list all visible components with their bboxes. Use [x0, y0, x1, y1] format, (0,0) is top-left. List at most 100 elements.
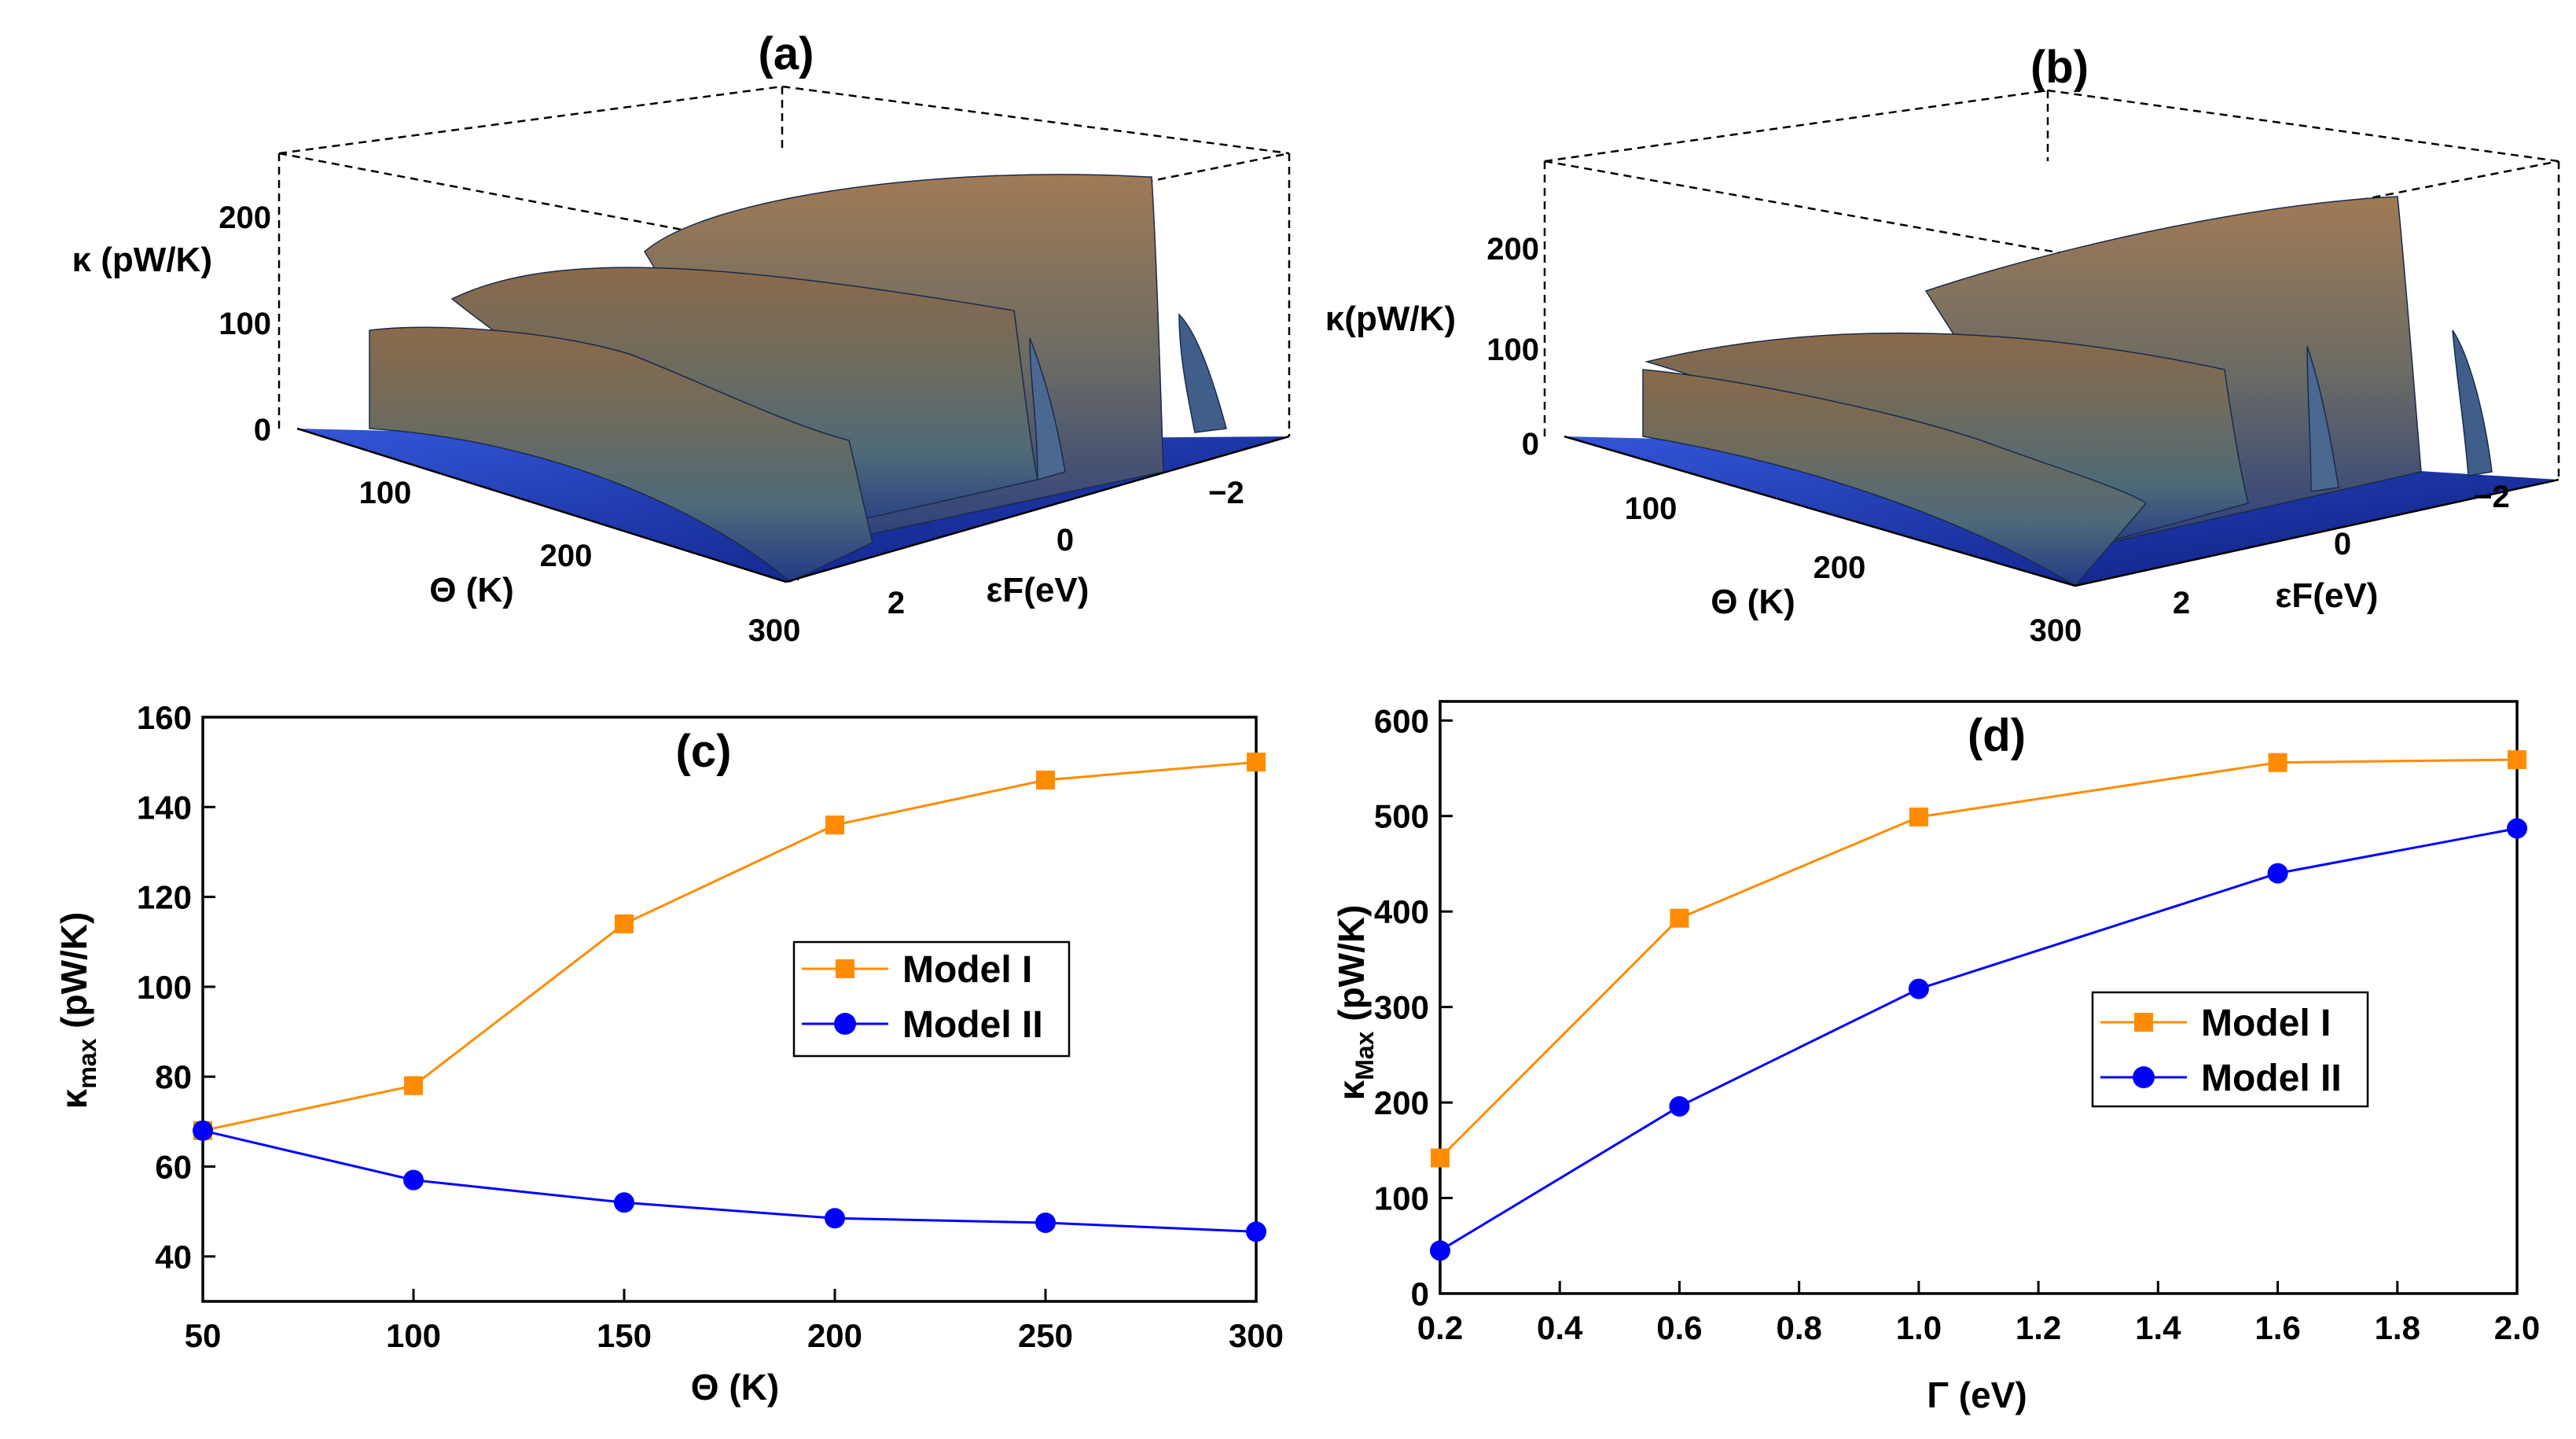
- panel-b-z-ticks: 0 100 200: [1486, 232, 1539, 462]
- panel-a-z-title: κ (pW/K): [72, 241, 212, 279]
- data-point-model-ii: [614, 1192, 634, 1213]
- x-tick-label: 2.0: [2494, 1309, 2540, 1346]
- panel-a-z-tick: 100: [219, 307, 271, 341]
- panel-b-x-tick: 100: [1625, 491, 1678, 526]
- data-point-model-ii: [825, 1208, 845, 1229]
- y-tick-label: 400: [1374, 893, 1429, 930]
- panel-a-x-title: Θ (K): [429, 571, 514, 609]
- y-tick-label: 40: [155, 1238, 192, 1275]
- y-tick-label: 160: [137, 699, 192, 736]
- panel-a-z-tick: 0: [254, 413, 271, 447]
- panel-c-plot-frame: [201, 716, 1258, 1303]
- y-tick-label: 300: [1374, 989, 1429, 1026]
- panel-c-y-ticks: 40 60 80 100 120 140 160: [137, 699, 215, 1275]
- panel-d-x-ticks: 0.2 0.4 0.6 0.8 1.0 1.2 1.4 1.6 1.8 2.0: [1417, 1281, 2540, 1346]
- panel-a-y-tick: −2: [1208, 476, 1244, 510]
- y-tick-label: 100: [137, 969, 192, 1006]
- panel-c-series: [193, 753, 1266, 1242]
- panel-a-surface: [369, 174, 1227, 583]
- x-tick-label: 50: [185, 1317, 222, 1354]
- panel-b-x-ticks: 100 200 300: [1625, 491, 2082, 648]
- y-tick-label: 140: [137, 789, 192, 826]
- y-tick-label: 100: [1374, 1180, 1429, 1217]
- y-tick-label: 60: [155, 1149, 192, 1186]
- panel-a-z-ticks: 0 100 200: [219, 201, 271, 447]
- series-line-model-ii: [202, 1129, 1257, 1233]
- panel-b-y-title: εF(eV): [2276, 576, 2379, 615]
- y-tick-label: 80: [155, 1058, 192, 1095]
- data-point-model-i: [2268, 753, 2288, 772]
- panel-c-legend-label-model-ii: Model II: [902, 1004, 1043, 1046]
- panel-a-y-title: εF(eV): [987, 571, 1090, 609]
- panel-b-axes: [1564, 435, 2559, 587]
- x-tick-label: 1.2: [2016, 1309, 2061, 1346]
- y-tick-label: 120: [137, 879, 192, 916]
- panel-a-x-ticks: 100 200 300: [359, 476, 801, 648]
- data-point-model-ii: [1908, 978, 1929, 999]
- panel-b-x-tick: 300: [2030, 613, 2082, 648]
- panel-d: (d) 0 100 200 300 400 500 600 0.2 0.4 0.6 0.8 1.0 1…: [1331, 700, 2540, 1415]
- panel-b-x-title: Θ (K): [1711, 583, 1795, 621]
- panel-b: (b) 0 100 200 κ(pW/K) 100: [1325, 42, 2560, 648]
- panel-a-y-tick: 0: [1056, 523, 1074, 558]
- x-tick-label: 100: [386, 1317, 441, 1354]
- data-point-model-ii: [2267, 863, 2288, 884]
- data-point-model-ii: [403, 1169, 424, 1191]
- panel-c-legend: Model I Model II: [792, 940, 1071, 1058]
- panel-c-legend-marker-model-i: [836, 959, 854, 978]
- x-tick-label: 200: [807, 1317, 862, 1354]
- panel-d-series: [1430, 750, 2527, 1261]
- x-tick-label: 0.4: [1537, 1309, 1583, 1346]
- x-tick-label: 1.0: [1896, 1309, 1942, 1346]
- data-point-model-i: [615, 914, 634, 933]
- y-tick-label: 600: [1374, 702, 1429, 739]
- data-point-model-ii: [1430, 1240, 1450, 1261]
- panel-b-label: (b): [2030, 42, 2089, 93]
- x-tick-label: 250: [1018, 1317, 1073, 1354]
- panel-b-x-tick: 200: [1813, 550, 1866, 585]
- data-point-model-i: [1247, 753, 1266, 772]
- x-tick-label: 0.8: [1776, 1309, 1821, 1346]
- x-tick-label: 1.6: [2254, 1309, 2300, 1346]
- data-point-model-i: [1909, 807, 1928, 826]
- x-tick-label: 1.8: [2375, 1309, 2420, 1346]
- panel-d-legend-box: [2091, 991, 2369, 1108]
- panel-d-label: (d): [1968, 710, 2026, 761]
- panel-b-z-tick: 200: [1486, 232, 1539, 267]
- panel-c-legend-marker-model-ii: [834, 1013, 856, 1035]
- panel-b-y-tick: 2: [2173, 586, 2190, 620]
- panel-b-y-tick: −2: [2474, 480, 2510, 514]
- panel-b-z-title: κ(pW/K): [1325, 300, 1456, 338]
- panel-a-x-tick: 100: [359, 476, 412, 510]
- panel-d-y-ticks: 0 100 200 300 400 500 600: [1374, 702, 1453, 1312]
- data-point-model-i: [2508, 750, 2526, 770]
- panel-c-legend-label-model-i: Model I: [902, 949, 1032, 991]
- panel-d-legend-label-model-i: Model I: [2201, 1003, 2331, 1044]
- series-line-model-i: [202, 760, 1257, 1132]
- data-point-model-ii: [193, 1120, 213, 1141]
- x-tick-label: 150: [597, 1317, 652, 1354]
- data-point-model-i: [1431, 1148, 1450, 1168]
- panel-d-legend-label-model-ii: Model II: [2201, 1058, 2342, 1099]
- panel-a-y-tick: 2: [887, 586, 905, 620]
- panel-a-x-tick: 300: [748, 613, 801, 648]
- panel-d-x-title: Γ (eV): [1927, 1375, 2027, 1415]
- panel-c: (c) 40 60 80 100 120 140 160 50 100 150 200 250 300…: [53, 699, 1284, 1408]
- x-tick-label: 0.2: [1417, 1309, 1463, 1346]
- panel-d-legend-marker-model-i: [2134, 1013, 2153, 1032]
- panel-b-surface: [1642, 196, 2493, 587]
- panel-d-legend-marker-model-ii: [2133, 1066, 2155, 1088]
- panel-d-y-title: κMax (pW/K): [1331, 905, 1379, 1101]
- panel-d-legend: Model I Model II: [2091, 991, 2369, 1108]
- panel-c-y-title: κmax (pW/K): [53, 912, 101, 1110]
- panel-a: (a) 0 100 200 κ (: [72, 28, 1291, 648]
- data-point-model-i: [1036, 771, 1055, 790]
- y-tick-label: 200: [1374, 1084, 1429, 1121]
- panel-b-y-tick: 0: [2334, 527, 2351, 561]
- y-tick-label: 0: [1411, 1275, 1429, 1312]
- panel-b-z-tick: 100: [1486, 333, 1539, 367]
- x-tick-label: 1.4: [2135, 1309, 2181, 1346]
- panel-c-label: (c): [676, 726, 732, 777]
- y-tick-label: 500: [1374, 798, 1429, 835]
